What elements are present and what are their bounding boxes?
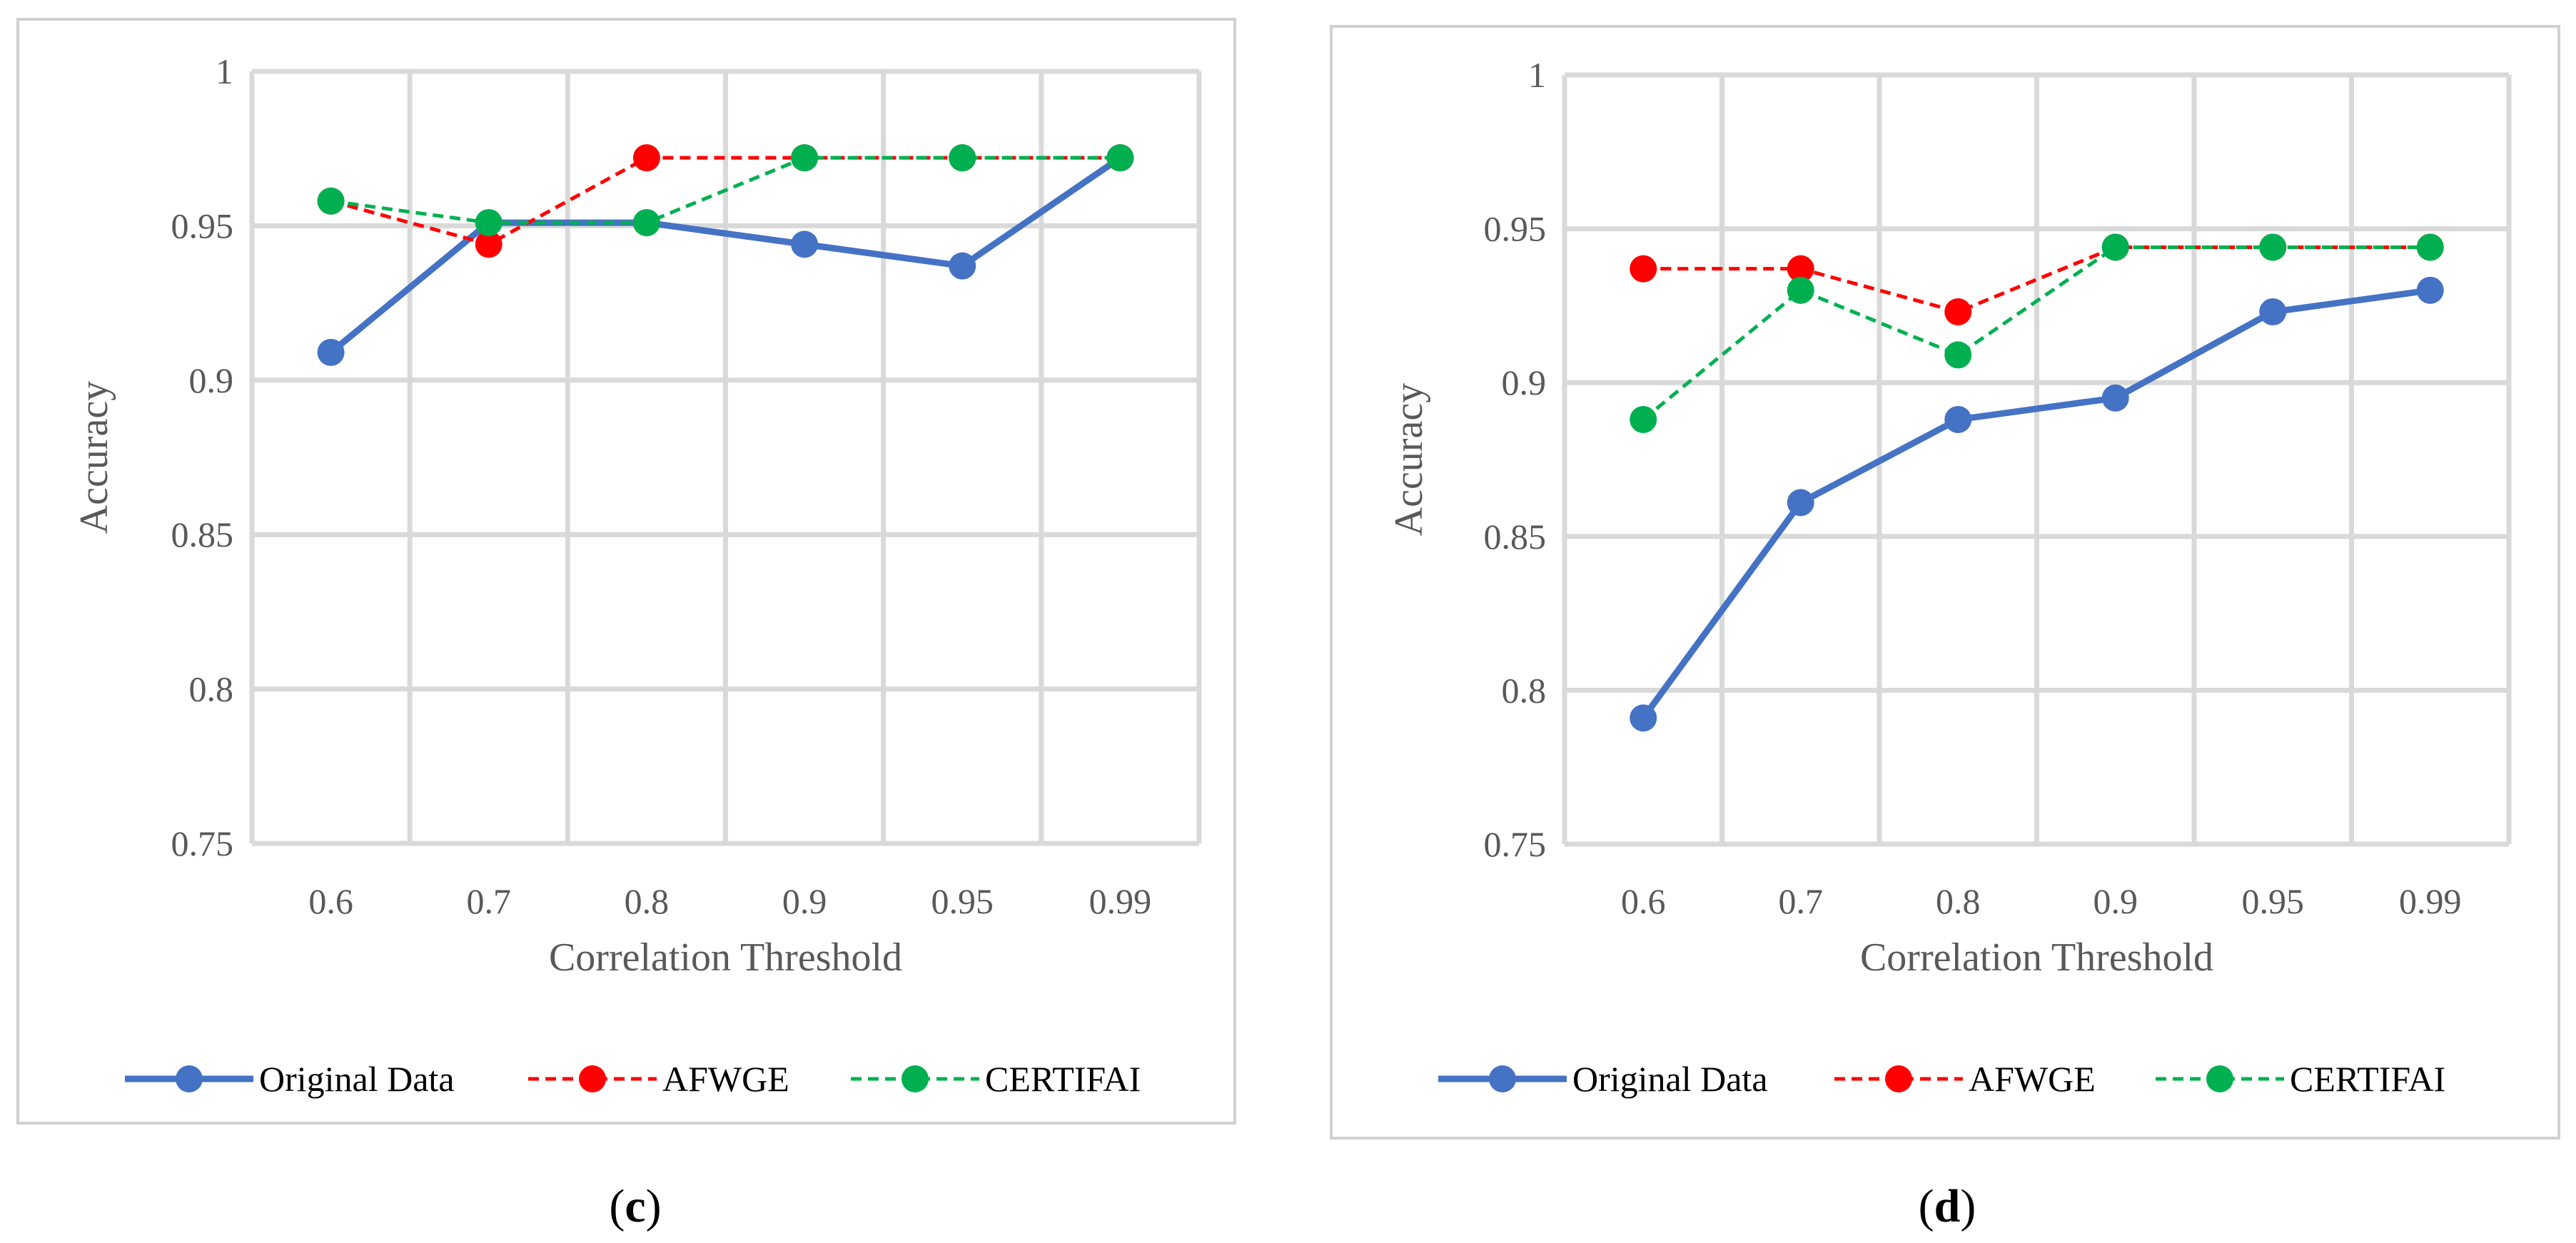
y-axis-title: Accuracy <box>72 381 116 534</box>
data-point <box>475 209 502 237</box>
legend-marker <box>901 1065 929 1092</box>
panel-caption: (c) <box>609 1180 661 1232</box>
legend-marker <box>176 1065 203 1092</box>
series-line <box>328 155 1122 355</box>
x-tick-label: 0.7 <box>467 881 512 921</box>
legend-item: Original Data <box>1438 1059 1768 1099</box>
y-tick-label: 0.85 <box>1484 517 1547 557</box>
data-point <box>949 144 976 172</box>
panel-letter: d <box>1934 1180 1961 1232</box>
x-tick-label: 0.95 <box>2242 881 2305 921</box>
series-line <box>1642 245 2430 421</box>
x-tick-label: 0.95 <box>931 881 994 921</box>
panel-caption: (d) <box>1919 1180 1976 1232</box>
legend-marker <box>1885 1065 1912 1092</box>
x-tick-label: 0.99 <box>2399 881 2462 921</box>
data-point <box>475 230 502 258</box>
y-tick-label: 0.75 <box>1484 824 1547 864</box>
series-original-data <box>1630 276 2444 732</box>
x-tick-label: 0.8 <box>625 881 670 921</box>
legend-item: AFWGE <box>1834 1059 2096 1099</box>
data-point <box>1944 341 1972 369</box>
data-point <box>2101 233 2129 261</box>
y-tick-label: 0.95 <box>1484 209 1547 249</box>
panel-frame <box>1330 25 2560 1140</box>
legend-marker <box>2206 1065 2233 1092</box>
x-tick-label: 0.6 <box>1621 881 1666 921</box>
data-point <box>1630 405 1657 433</box>
y-tick-label: 0.75 <box>171 823 234 863</box>
legend-label: Original Data <box>259 1059 455 1099</box>
data-point <box>2259 298 2287 326</box>
x-tick-label: 0.7 <box>1779 881 1824 921</box>
legend-item: Original Data <box>125 1059 455 1099</box>
x-tick-label: 0.9 <box>782 881 827 921</box>
legend-label: AFWGE <box>1969 1059 2096 1099</box>
legend-label: CERTIFAI <box>985 1059 1141 1099</box>
chart-panel-c: 0.75 0.8 0.85 0.9 0.95 1 0.6 0.7 0.8 0.9 0.95 0.99 C… <box>16 18 1236 1125</box>
data-point <box>317 338 345 366</box>
legend-marker <box>1489 1065 1516 1092</box>
x-tick-label: 0.99 <box>1089 881 1152 921</box>
y-tick-label: 1 <box>1528 55 1546 95</box>
data-point <box>2101 384 2129 412</box>
x-tick-label: 0.8 <box>1936 881 1981 921</box>
data-point <box>317 187 345 215</box>
series-line <box>1643 245 2430 314</box>
x-tick-label: 0.9 <box>2093 881 2138 921</box>
series-certifai <box>317 144 1134 237</box>
data-point <box>949 252 976 280</box>
panel-letter: c <box>625 1180 645 1232</box>
data-point <box>2259 233 2287 261</box>
legend-marker <box>579 1065 606 1092</box>
series-certifai <box>1630 233 2444 433</box>
legend-label: Original Data <box>1572 1059 1768 1099</box>
y-tick-label: 0.8 <box>189 669 234 709</box>
y-tick-label: 0.9 <box>189 360 234 400</box>
y-tick-label: 0.85 <box>171 514 234 554</box>
legend-item: AFWGE <box>528 1059 789 1099</box>
series-line <box>1640 287 2431 720</box>
y-tick-label: 0.9 <box>1502 362 1547 402</box>
chart-panel-d: 0.75 0.8 0.85 0.9 0.95 1 0.6 0.7 0.8 0.9 0.95 0.99 C… <box>1330 25 2560 1140</box>
data-point <box>791 144 819 172</box>
y-tick-label: 0.8 <box>1502 670 1547 710</box>
data-point <box>1944 298 1972 326</box>
legend-label: AFWGE <box>662 1059 789 1099</box>
data-point <box>1944 405 1972 433</box>
x-axis-title: Correlation Threshold <box>1860 935 2213 980</box>
y-axis-title: Accuracy <box>1387 383 1431 537</box>
x-tick-label: 0.6 <box>308 881 353 921</box>
data-point <box>1106 144 1134 172</box>
y-tick-label: 0.95 <box>171 206 234 245</box>
y-tick-label: 1 <box>216 51 233 91</box>
data-point <box>1787 276 1814 304</box>
data-point <box>632 144 660 172</box>
legend-item: CERTIFAI <box>851 1059 1141 1099</box>
data-point <box>1630 704 1657 732</box>
data-point <box>2416 233 2444 261</box>
series-line <box>330 156 1121 225</box>
data-point <box>1787 255 1814 283</box>
data-point <box>1787 489 1814 517</box>
legend-label: CERTIFAI <box>2290 1059 2445 1099</box>
data-point <box>1630 255 1657 283</box>
x-axis-title: Correlation Threshold <box>549 935 902 980</box>
data-point <box>632 209 660 237</box>
data-point <box>2416 276 2444 304</box>
data-point <box>791 230 819 258</box>
panel-frame <box>16 18 1236 1125</box>
legend-item: CERTIFAI <box>2156 1059 2445 1099</box>
